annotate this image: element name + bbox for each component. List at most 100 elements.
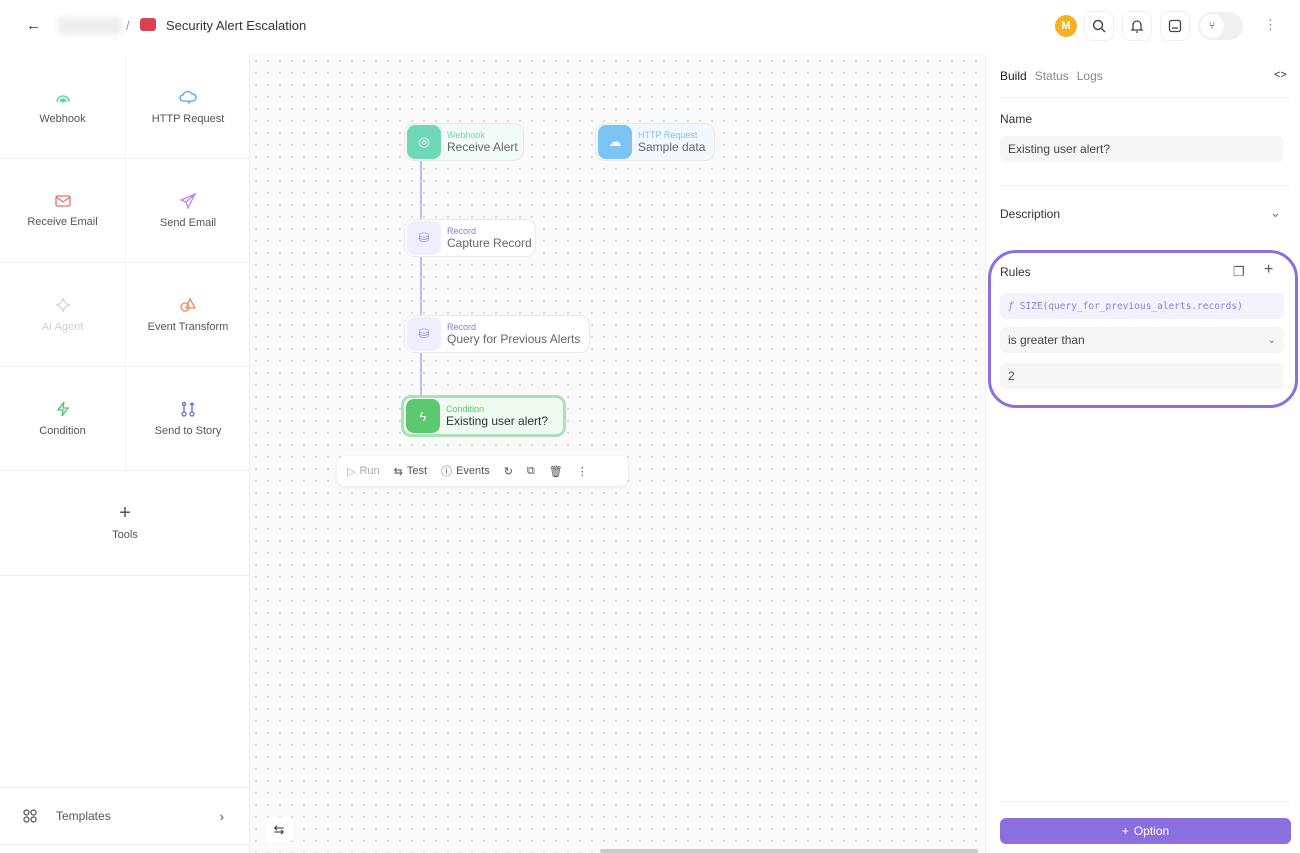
node-type: Webhook <box>447 130 485 140</box>
cloud-icon: ☁ <box>598 125 632 159</box>
sidebar-item-ai-agent[interactable]: AI Agent <box>0 263 125 367</box>
connector <box>420 161 422 219</box>
tab-build[interactable]: Build <box>1000 69 1027 83</box>
tab-status[interactable]: Status <box>1034 69 1069 83</box>
search-icon[interactable] <box>1084 11 1114 41</box>
plus-icon: + <box>1121 824 1129 838</box>
sidebar-item-label: Receive Email <box>27 215 98 228</box>
sidebar-item-condition[interactable]: Condition <box>0 367 125 471</box>
sidebar-item-send-email[interactable]: Send Email <box>125 159 250 263</box>
sidebar-item-label: Send to Story <box>154 424 222 437</box>
add-option-button[interactable]: + Option <box>1000 818 1291 844</box>
templates-button[interactable]: Templates › <box>0 787 250 845</box>
events-icon: ⓘ <box>441 466 453 478</box>
more-menu-icon[interactable]: ⋮ <box>1264 17 1277 32</box>
node-type: Record <box>447 322 477 332</box>
header: ← / Security Alert Escalation M ⑂ ⋮ <box>0 0 1300 55</box>
sparkle-icon <box>55 297 70 312</box>
more-icon[interactable]: ⋮ <box>576 465 588 478</box>
run-button[interactable]: ▷ Run <box>347 465 380 478</box>
avatar[interactable]: M <box>1055 15 1077 37</box>
node-type: Record <box>447 226 477 236</box>
connector <box>420 257 422 315</box>
option-label: Option <box>1133 824 1170 838</box>
back-arrow-icon[interactable]: ← <box>26 17 41 34</box>
tab-logs[interactable]: Logs <box>1076 69 1103 83</box>
node-toolbar: ▷ Run ⇆ Test ⓘ Events ↻ ⧉ 🗑 ⋮ <box>337 456 628 486</box>
cloud-icon <box>179 90 197 104</box>
rule-value-input[interactable]: 2 <box>1000 363 1284 389</box>
node-capture-record[interactable]: ⛁ Record Capture Record <box>404 219 536 257</box>
story-icon <box>140 18 156 31</box>
breadcrumb-team[interactable] <box>58 17 122 35</box>
bolt-icon: ϟ <box>406 399 440 433</box>
run-label: Run <box>359 465 380 477</box>
chevron-down-icon: ⌄ <box>1267 334 1276 346</box>
sidebar-item-tools[interactable]: + Tools <box>0 471 250 576</box>
trash-icon[interactable]: 🗑 <box>548 465 563 478</box>
send-icon <box>180 192 196 209</box>
play-icon: ▷ <box>347 465 356 478</box>
mail-icon <box>54 194 71 207</box>
name-input[interactable]: Existing user alert? <box>1000 136 1284 162</box>
database-icon: ⛁ <box>407 317 441 351</box>
shapes-icon <box>180 297 197 312</box>
node-name: Receive Alert <box>447 140 518 154</box>
chevron-right-icon: › <box>219 808 224 824</box>
database-icon: ⛁ <box>407 221 441 255</box>
webhook-icon: ◎ <box>407 125 441 159</box>
operator-value: is greater than <box>1008 333 1085 347</box>
sidebar-item-http-request[interactable]: HTTP Request <box>125 55 250 159</box>
connector <box>420 353 422 397</box>
events-label: Events <box>456 465 490 477</box>
breadcrumb-separator: / <box>126 18 130 33</box>
node-name: Sample data <box>638 140 706 154</box>
copy-icon[interactable]: ❐ <box>1233 264 1245 279</box>
rules-highlight <box>988 250 1298 408</box>
sidebar-item-label: Send Email <box>159 216 217 229</box>
horizontal-scrollbar[interactable] <box>600 849 978 853</box>
grid-icon <box>23 809 37 823</box>
duplicate-icon[interactable]: ⧉ <box>526 464 535 477</box>
sidebar-item-label: AI Agent <box>41 320 84 333</box>
node-name: Existing user alert? <box>446 414 549 428</box>
share-icon[interactable]: ↻ <box>503 465 513 478</box>
rule-expression-field[interactable]: ƒ SIZE(query_for_previous_alerts.records) <box>1000 293 1284 319</box>
config-panel: Build Status Logs <> Name Existing user … <box>985 55 1300 853</box>
sidebar-item-event-transform[interactable]: Event Transform <box>125 263 250 367</box>
events-button[interactable]: ⓘ Events <box>441 463 490 479</box>
bell-icon[interactable] <box>1122 11 1152 41</box>
node-query-previous-alerts[interactable]: ⛁ Record Query for Previous Alerts <box>404 315 590 353</box>
node-type: HTTP Request <box>638 130 698 140</box>
function-icon: ƒ <box>1008 300 1014 312</box>
node-condition-selected[interactable]: ϟ Condition Existing user alert? <box>401 395 566 437</box>
operator-select[interactable]: is greater than ⌄ <box>1000 327 1284 353</box>
sidebar-item-label: Event Transform <box>147 320 229 333</box>
node-name: Capture Record <box>447 236 532 250</box>
git-fork-icon: ⑂ <box>1200 14 1224 38</box>
sidebar-item-receive-email[interactable]: Receive Email <box>0 159 125 263</box>
webhook-icon <box>55 94 70 103</box>
code-view-icon[interactable]: <> <box>1274 69 1287 81</box>
node-webhook[interactable]: ◎ Webhook Receive Alert <box>404 123 524 161</box>
sidebar-item-label: HTTP Request <box>151 112 225 125</box>
node-http-request[interactable]: ☁ HTTP Request Sample data <box>595 123 715 161</box>
add-rule-icon[interactable]: + <box>1264 261 1274 278</box>
branch-toggle[interactable]: ⑂ <box>1198 12 1243 40</box>
templates-label: Templates <box>56 809 111 823</box>
chevron-down-icon[interactable]: ⌄ <box>1270 205 1281 220</box>
sidebar-item-label: Condition <box>39 424 86 437</box>
inbox-icon[interactable] <box>1160 11 1190 41</box>
test-button[interactable]: ⇆ Test <box>394 465 427 478</box>
bolt-icon <box>56 401 69 416</box>
sidebar-item-label: Webhook <box>39 112 86 125</box>
sidebar-item-webhook[interactable]: Webhook <box>0 55 125 159</box>
description-label[interactable]: Description <box>1000 207 1061 221</box>
swap-layout-icon[interactable]: ⇆ <box>265 817 293 843</box>
name-label: Name <box>1000 112 1033 126</box>
node-type: Condition <box>446 404 485 414</box>
divider <box>1000 801 1290 802</box>
sidebar-item-send-to-story[interactable]: Send to Story <box>125 367 250 471</box>
canvas[interactable] <box>250 55 985 853</box>
page-title: Security Alert Escalation <box>166 18 307 33</box>
